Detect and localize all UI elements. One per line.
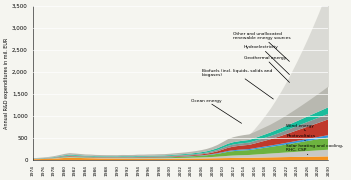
Text: Photovoltaics: Photovoltaics bbox=[286, 134, 315, 141]
Text: Biofuels (incl. liquids, solids and
biogases): Biofuels (incl. liquids, solids and biog… bbox=[201, 69, 273, 99]
Y-axis label: Annual R&D expenditures in mil. EUR: Annual R&D expenditures in mil. EUR bbox=[4, 37, 9, 129]
Text: Ocean energy: Ocean energy bbox=[191, 99, 241, 123]
Text: Geothermal energy: Geothermal energy bbox=[244, 56, 290, 82]
Text: Wind energy: Wind energy bbox=[286, 124, 314, 131]
Text: Solar heating and cooling,
RHC, CSP: Solar heating and cooling, RHC, CSP bbox=[286, 144, 343, 155]
Text: Hydroelectricity: Hydroelectricity bbox=[244, 46, 290, 75]
Text: Other and unallocated
renewable energy sources: Other and unallocated renewable energy s… bbox=[233, 32, 291, 61]
